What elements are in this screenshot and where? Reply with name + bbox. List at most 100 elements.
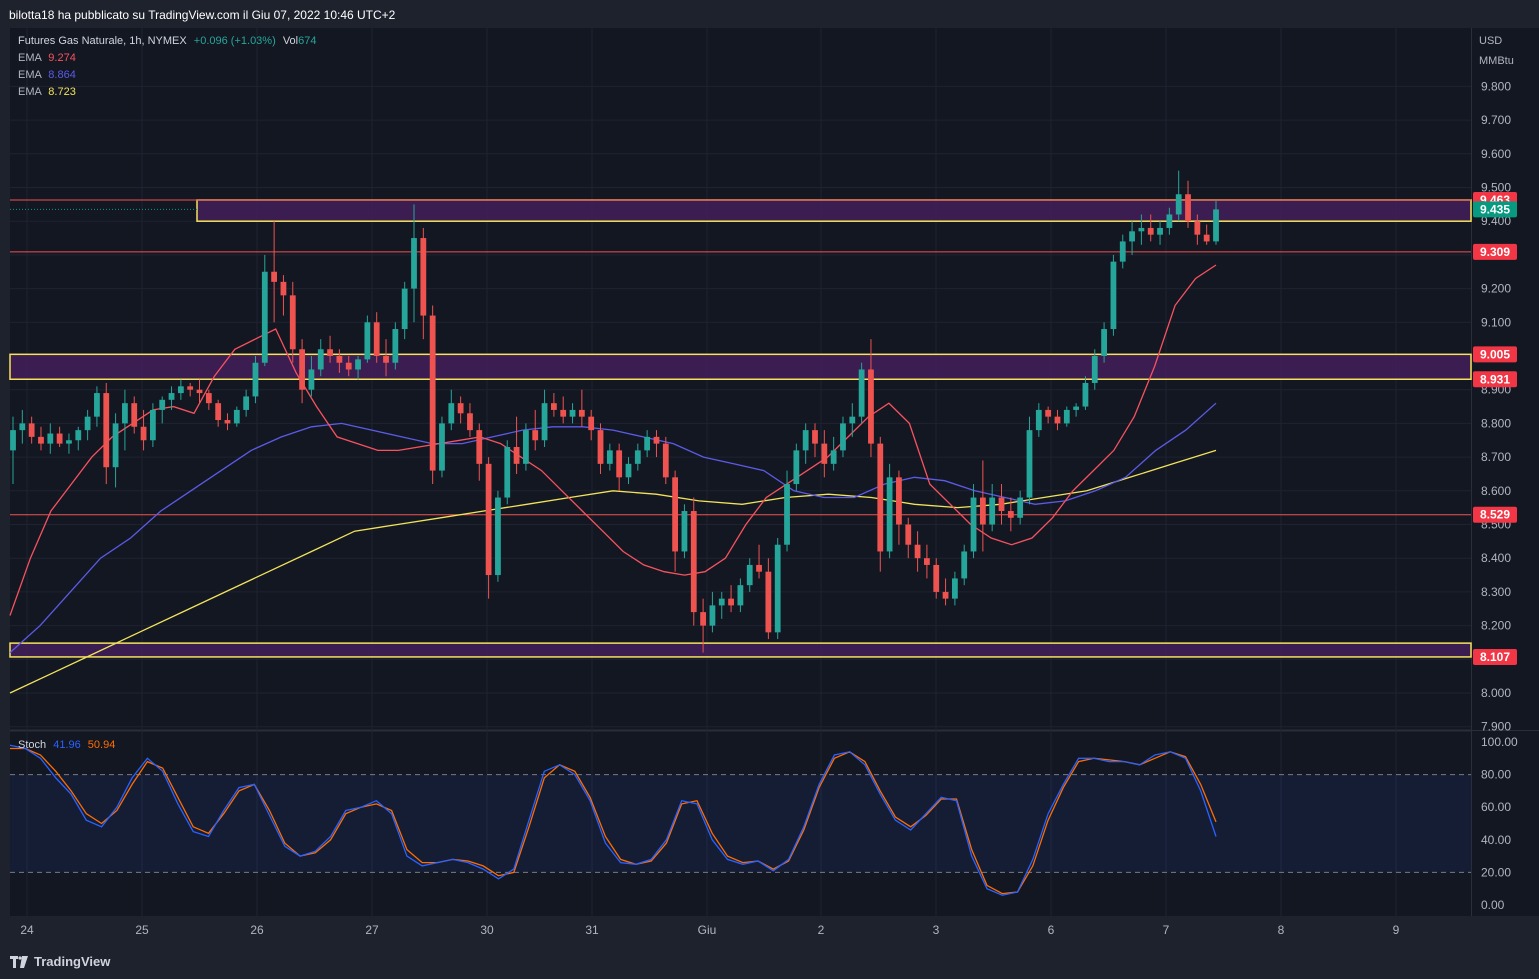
candle-body	[1110, 261, 1117, 330]
support-resistance-zone	[9, 353, 1472, 381]
candle-body	[1054, 416, 1061, 424]
price-badge	[1473, 648, 1517, 665]
price-axis-bg	[1471, 28, 1539, 916]
stoch-label: Stoch	[18, 739, 47, 751]
candle-body	[690, 511, 697, 613]
stoch-band	[10, 774, 1471, 873]
candle-body	[802, 430, 809, 451]
candle-body	[485, 463, 492, 576]
time-tick-label: 7	[1163, 923, 1170, 937]
candle-body	[868, 369, 874, 444]
candle-body	[653, 436, 660, 444]
price-tick-label: 8.400	[1481, 551, 1511, 565]
price-tick-label: 9.800	[1481, 79, 1511, 93]
candle-body	[364, 322, 371, 360]
ema-short-line	[9, 264, 1217, 616]
candle-body	[877, 443, 884, 552]
candle-body	[914, 544, 921, 559]
candle-body	[392, 329, 399, 363]
candle-body	[989, 497, 996, 525]
candle-body	[467, 413, 473, 431]
candle-body	[1185, 194, 1191, 222]
candle-body	[112, 423, 119, 468]
time-tick-label: 6	[1048, 923, 1055, 937]
stoch-lines	[9, 744, 1471, 896]
candle-body	[1157, 227, 1163, 235]
time-tick-label: 31	[585, 923, 599, 937]
price-badge-label: 9.309	[1480, 245, 1510, 259]
candle-body	[131, 403, 138, 427]
candle-body	[793, 450, 800, 485]
candle-body	[1129, 231, 1135, 242]
candle-body	[634, 450, 641, 464]
candle-body	[523, 430, 529, 464]
time-axis[interactable]: 24 25 26 27 30 31 Giu 2 3 6 7 8 9	[20, 923, 1399, 937]
candle-body	[886, 477, 893, 552]
candle-body	[532, 430, 539, 441]
stoch-tick-label: 0.00	[1481, 898, 1505, 912]
currency-label: USD	[1479, 35, 1502, 47]
price-tick-label: 7.900	[1481, 720, 1511, 734]
candle-body	[495, 497, 501, 576]
candle-body	[261, 271, 268, 363]
candle-body	[289, 295, 296, 350]
candle-body	[308, 369, 315, 390]
candle-body	[28, 423, 35, 437]
candle-body	[942, 591, 949, 599]
candle-body	[858, 369, 865, 417]
price-badge-label: 8.107	[1480, 650, 1510, 664]
stoch-tick-label: 40.00	[1481, 833, 1511, 847]
support-resistance-zone	[196, 199, 1472, 222]
candle-body	[187, 386, 194, 390]
stoch-tick-label: 20.00	[1481, 865, 1511, 879]
candle-body	[1026, 430, 1033, 498]
candle-body	[84, 416, 91, 431]
ema-label: EMA	[18, 69, 42, 81]
ema-legend-2: EMA 8.864	[18, 69, 76, 81]
ema-legend-1: EMA 9.274	[18, 52, 76, 64]
stoch-tick-label: 80.00	[1481, 768, 1511, 782]
candle-body	[373, 322, 380, 356]
stoch-d-value: 50.94	[87, 739, 116, 751]
candle-body	[588, 416, 595, 431]
price-tick-label: 9.600	[1481, 147, 1511, 161]
candle-body	[728, 598, 734, 606]
candles	[10, 170, 1219, 653]
candle-body	[765, 571, 772, 633]
price-badge-label: 9.005	[1480, 347, 1510, 361]
stoch-k-value: 41.96	[53, 739, 81, 751]
candle-body	[103, 393, 110, 468]
price-tick-label: 9.200	[1481, 282, 1511, 296]
price-tick-label: 8.200	[1481, 619, 1511, 633]
candle-body	[252, 362, 259, 397]
candle-body	[420, 238, 427, 316]
candle-body	[122, 403, 128, 424]
candle-body	[550, 403, 557, 410]
volume-value: 674	[298, 35, 317, 47]
candle-body	[317, 349, 324, 370]
candle-body	[66, 440, 72, 444]
candle-body	[168, 393, 175, 400]
candle-body	[840, 423, 846, 451]
candle-body	[1045, 409, 1052, 417]
candle-body	[1035, 409, 1042, 431]
candle-body	[961, 551, 968, 579]
time-tick-label: Giu	[698, 923, 717, 937]
candle-body	[196, 389, 203, 394]
candle-body	[756, 564, 762, 572]
candle-body	[1101, 329, 1107, 356]
ema-legend-3: EMA 8.723	[18, 86, 76, 98]
candle-body	[75, 430, 82, 441]
price-tick-label: 8.800	[1481, 416, 1511, 430]
price-badge-label: 8.529	[1480, 508, 1510, 522]
candle-body	[737, 585, 744, 606]
candle-body	[812, 430, 818, 444]
candle-body	[94, 393, 100, 417]
candle-body	[1017, 497, 1024, 518]
candle-body	[979, 497, 986, 525]
candle-body	[383, 356, 389, 363]
ema-label: EMA	[18, 52, 42, 64]
candle-body	[606, 450, 613, 464]
